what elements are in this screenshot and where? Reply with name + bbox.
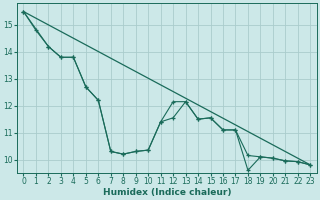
- X-axis label: Humidex (Indice chaleur): Humidex (Indice chaleur): [103, 188, 231, 197]
